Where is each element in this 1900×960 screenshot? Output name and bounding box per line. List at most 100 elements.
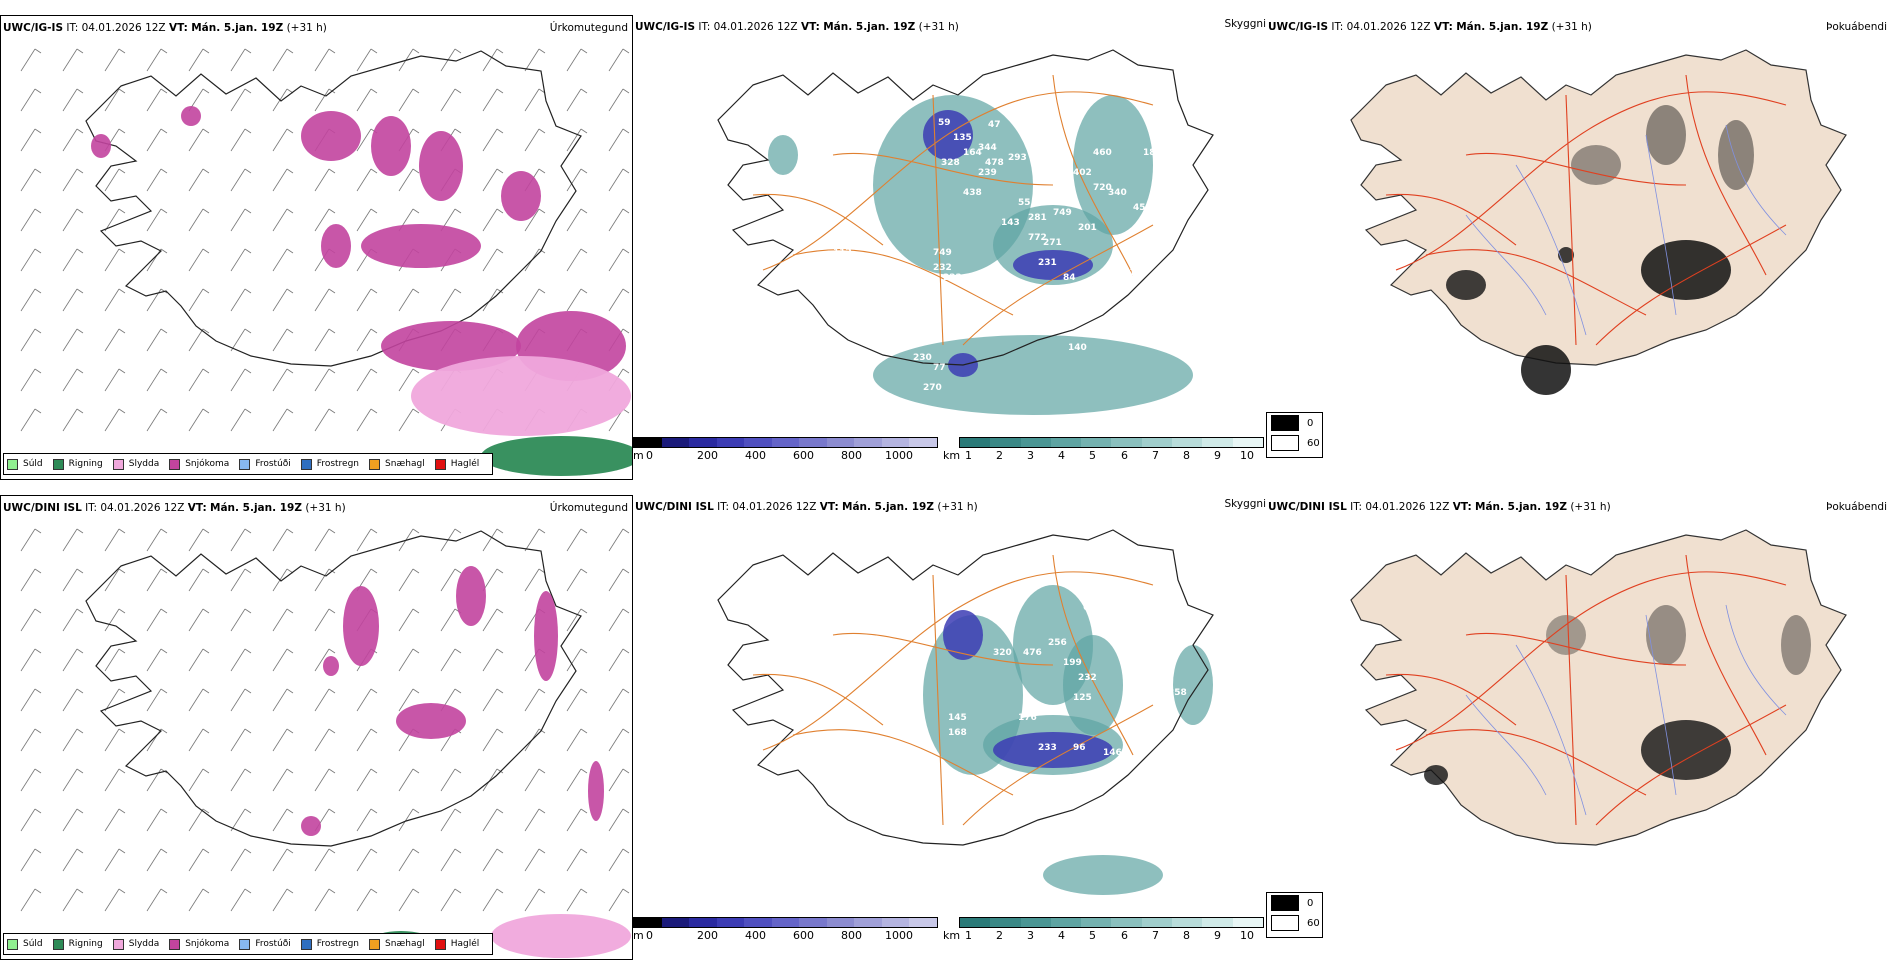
colorbar-tick: 6 [1121, 929, 1128, 942]
colorbar-tick: 8 [1183, 449, 1190, 462]
wind-barb [272, 648, 294, 672]
wind-barb [62, 888, 84, 912]
weather-area [993, 732, 1113, 768]
colorbar-tick: 7 [1152, 449, 1159, 462]
cloud-base-label: 176 [1018, 713, 1037, 723]
wind-barb [524, 568, 546, 592]
colorbar-unit: km [943, 449, 961, 462]
legend-label: Haglél [450, 939, 480, 949]
wind-barb [104, 208, 126, 232]
wind-barb [398, 648, 420, 672]
colorbar-tick: 2 [996, 929, 1003, 942]
legend-label: Snjókoma [185, 459, 230, 469]
wind-barb [230, 648, 252, 672]
wind-barb [188, 328, 210, 352]
wind-barb [62, 88, 84, 112]
wind-barb [188, 208, 210, 232]
fog-legend-swatch [1271, 415, 1299, 431]
legend-label: Súld [23, 939, 43, 949]
wind-barb [146, 688, 168, 712]
wind-barb [20, 608, 42, 632]
colorbar-strip [633, 437, 938, 448]
weather-area [1646, 605, 1686, 665]
wind-barb [314, 168, 336, 192]
panel-header: UWC/DINI ISL IT: 04.01.2026 12Z VT: Mán.… [3, 502, 346, 514]
wind-barb [356, 88, 378, 112]
weather-area [1043, 855, 1163, 895]
wind-barb [146, 208, 168, 232]
colorbar-segment [826, 918, 855, 927]
wind-barb [482, 568, 504, 592]
cloud-base-label: 281 [1028, 213, 1047, 223]
cloud-base-label: 218 [1123, 268, 1142, 278]
colorbar-segment [1050, 438, 1082, 447]
cloud-base-label: 138 [858, 723, 877, 733]
wind-barb [566, 808, 588, 832]
ptype-legend-item: Súld [7, 458, 43, 470]
ptype-legend-item: Frostregn [300, 458, 359, 470]
ptype-legend-item: Snjókoma [169, 938, 229, 950]
wind-barb [566, 208, 588, 232]
wind-barb [104, 648, 126, 672]
wind-barb [272, 208, 294, 232]
ptype-legend: Súld Rigning Slydda Snjókoma Frostúði Frostre… [3, 453, 494, 475]
weather-area [1546, 615, 1586, 655]
colorbar-tick: 0 [646, 449, 653, 462]
cloud-base-label: 320 [993, 648, 1012, 658]
weather-area [1446, 270, 1486, 300]
wind-barb [566, 528, 588, 552]
wind-barb [272, 328, 294, 352]
wind-barb [188, 248, 210, 272]
wind-barb [20, 88, 42, 112]
wind-barb [230, 248, 252, 272]
wind-barb [272, 48, 294, 72]
weather-area [321, 224, 351, 268]
colorbar-tick: 400 [745, 929, 766, 942]
wind-barb [230, 888, 252, 912]
weather-area [456, 566, 486, 626]
weather-area [323, 656, 339, 676]
colorbar-segment [1020, 438, 1051, 447]
cloud-base-label: 256 [1048, 638, 1067, 648]
colorbar-strip [633, 917, 938, 928]
wind-barb [104, 608, 126, 632]
wind-barb [146, 328, 168, 352]
wind-barb [314, 328, 336, 352]
wind-barb [398, 568, 420, 592]
wind-barb [230, 128, 252, 152]
colorbar-tick: 5 [1089, 929, 1096, 942]
colorbar-tick: 5 [1089, 449, 1096, 462]
wind-barb [566, 728, 588, 752]
wind-barb [314, 608, 336, 632]
panel-header: UWC/DINI ISL IT: 04.01.2026 12Z VT: Mán.… [1268, 501, 1611, 513]
weather-area [371, 116, 411, 176]
fog-legend-swatch [1271, 915, 1299, 931]
wind-barb [146, 168, 168, 192]
panel-header: UWC/IG-IS IT: 04.01.2026 12Z VT: Mán. 5.… [635, 21, 959, 33]
wind-barb [62, 248, 84, 272]
wind-barb [62, 328, 84, 352]
wind-barb [356, 528, 378, 552]
wind-barb [314, 208, 336, 232]
wind-barb [62, 648, 84, 672]
wind-barb [20, 728, 42, 752]
wind-barb [398, 288, 420, 312]
cloud-base-label: 720 [1093, 183, 1112, 193]
wind-barb [146, 288, 168, 312]
wind-barb [272, 288, 294, 312]
cloud-colorbar-top: m 0 200 400 600 800 1000 [633, 437, 938, 469]
wind-barb [482, 608, 504, 632]
wind-barb [62, 288, 84, 312]
fog-legend-row: 60 [1267, 913, 1322, 933]
wind-barb [482, 728, 504, 752]
wind-barb [314, 48, 336, 72]
cloud-base-label: 199 [1063, 658, 1082, 668]
wind-barb [188, 728, 210, 752]
legend-swatch [112, 938, 124, 950]
ptype-map-bottom [20, 528, 631, 958]
wind-barb [230, 408, 252, 432]
colorbar-tick: 10 [1240, 449, 1254, 462]
wind-barb [20, 288, 42, 312]
wind-barb [398, 608, 420, 632]
legend-swatch [169, 938, 181, 950]
